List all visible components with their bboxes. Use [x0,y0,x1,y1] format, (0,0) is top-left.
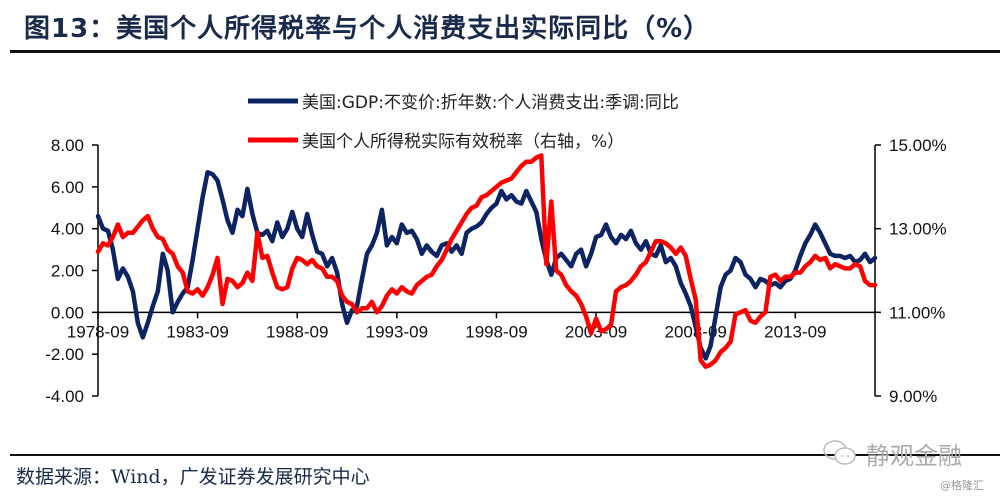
series-line-tax-rate [95,153,878,369]
x-axis-tick-label: 1993-09 [366,322,428,341]
right-axis-tick-label: 9.00% [889,387,937,406]
x-axis-tick-label: 1998-09 [465,322,527,341]
left-axis-tick-label: 8.00 [51,136,84,155]
left-axis-tick-label: 6.00 [51,178,84,197]
x-axis-tick-label: 2013-09 [764,322,826,341]
legend: 美国:GDP:不变价:折年数:个人消费支出:季调:同比 美国个人所得税实际有效税… [248,93,679,152]
series-layer [95,153,878,369]
right-axis-tick-label: 15.00% [889,136,947,155]
source-note: 数据来源：Wind，广发证券发展研究中心 [16,466,370,488]
axes: -4.00 -2.00 0.00 2.00 4.00 6.00 8.00 9.00% 11.00… [45,136,946,406]
left-axis-tick-label: 2.00 [51,262,84,281]
series-line-pce-yoy [95,169,878,361]
watermark: 静观金融 [866,442,962,470]
watermark-sub: @格隆汇 [940,479,984,492]
left-axis-tick-label: 0.00 [51,303,84,322]
left-axis-tick-label: -2.00 [45,345,84,364]
x-axis-tick-label: 1983-09 [166,322,228,341]
left-axis-tick-label: 4.00 [51,220,84,239]
x-axis-tick-label: 1988-09 [266,322,328,341]
legend-label-pce: 美国:GDP:不变价:折年数:个人消费支出:季调:同比 [302,93,679,113]
legend-label-tax-rate: 美国个人所得税实际有效税率（右轴，%） [302,132,624,152]
right-axis-tick-label: 13.00% [889,220,947,239]
source-divider [10,454,1000,456]
x-axis-tick-label: 1978-09 [67,322,129,341]
left-axis-tick-label: -4.00 [45,387,84,406]
title-divider [10,50,1000,53]
chart-title: 图13：美国个人所得税率与个人消费支出实际同比（%） [24,14,711,44]
wechat-icon [823,440,856,465]
right-axis-tick-label: 11.00% [889,303,945,322]
